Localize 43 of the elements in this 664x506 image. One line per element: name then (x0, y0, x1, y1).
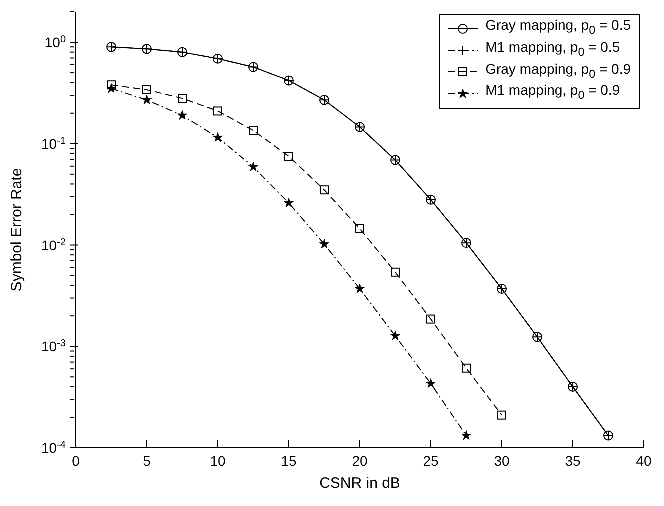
y-tick-label: 10$^{-3}$ (42, 338, 66, 355)
x-tick-label: 10 (210, 453, 226, 469)
x-tick-label: 15 (281, 453, 297, 469)
point (107, 80, 116, 90)
point (391, 268, 400, 277)
point (214, 106, 222, 116)
y-tick-label: 10$^{-4}$ (42, 440, 66, 456)
y-tick-label: 10$^{0}$ (44, 34, 66, 51)
point (142, 94, 152, 104)
point (498, 410, 506, 420)
legend-label: Gray mapping, p$_{0}$ = 0.9 (486, 60, 631, 82)
point (142, 86, 152, 95)
legend-label: M1 mapping, p$_{0}$ = 0.5 (486, 38, 620, 61)
x-tick-label: 25 (423, 453, 439, 469)
point (462, 364, 471, 373)
legend-label: Gray mapping, p$_{0}$ = 0.5 (486, 17, 631, 39)
point (426, 378, 436, 388)
y-tick-label: 10$^{-1}$ (42, 135, 66, 152)
point (426, 314, 436, 324)
point (249, 126, 258, 136)
point (319, 239, 330, 249)
x-tick-label: 30 (494, 453, 510, 469)
x-tick-label: 20 (352, 453, 368, 469)
legend-label: M1 mapping, p$_{0}$ = 0.9 (486, 82, 620, 104)
point (106, 83, 117, 94)
point (284, 152, 294, 162)
point (177, 110, 188, 120)
point (390, 330, 401, 340)
x-axis-title: CSNR in dB (320, 475, 400, 492)
point (320, 186, 329, 195)
x-tick-label: 35 (565, 453, 581, 469)
point (212, 132, 224, 142)
y-tick-label: 10$^{-2}$ (42, 236, 66, 254)
point (354, 284, 366, 294)
x-tick-label: 5 (143, 453, 152, 469)
point (356, 224, 364, 234)
x-tick-label: 0 (72, 453, 80, 469)
x-tick-label: 40 (636, 453, 652, 469)
y-axis-title: Symbol Error Rate (8, 168, 26, 292)
point (284, 198, 294, 208)
point (178, 94, 187, 104)
point (461, 430, 472, 440)
point (248, 162, 259, 172)
